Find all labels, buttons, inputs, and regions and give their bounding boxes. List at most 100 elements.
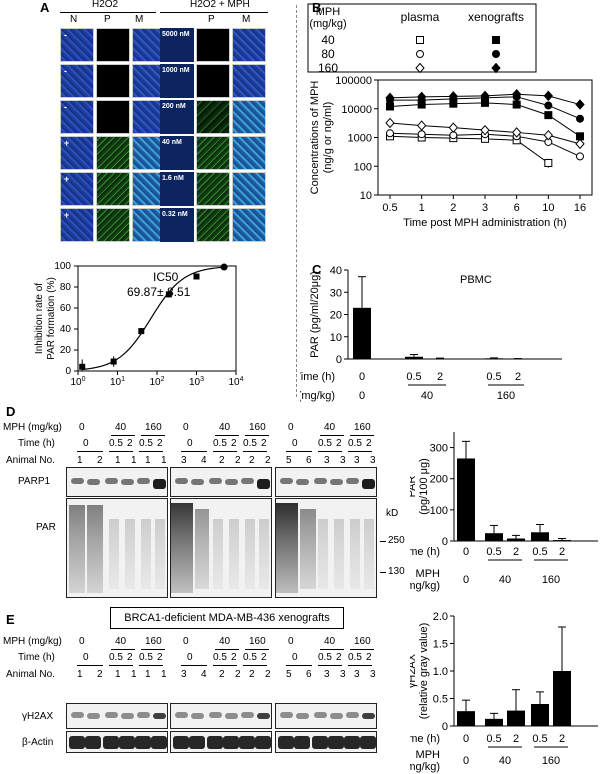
y-tick-label: 100000 bbox=[335, 75, 372, 87]
panel-c-label: C bbox=[312, 262, 322, 277]
parp1-band bbox=[296, 479, 309, 485]
data-point bbox=[416, 91, 427, 103]
y-tick-label: 200 bbox=[430, 474, 448, 486]
legend-marker bbox=[491, 62, 501, 74]
animal-number: 3 bbox=[181, 455, 187, 466]
y-axis-label: PAR(pg/100 μg) bbox=[410, 458, 430, 514]
time-label: 2 bbox=[437, 371, 443, 383]
panel-d-label: D bbox=[6, 404, 16, 419]
y-tick-label: 40 bbox=[60, 324, 72, 335]
time-value: 2 bbox=[231, 652, 237, 663]
time-value: 2 bbox=[366, 438, 372, 449]
mph-group-label: 40 bbox=[499, 755, 511, 767]
legend-marker bbox=[416, 36, 424, 44]
image-p-mph-row1 bbox=[196, 28, 230, 62]
legend-dose: 40 bbox=[321, 33, 335, 47]
mph-value: 160 bbox=[145, 636, 162, 647]
mph-value: 160 bbox=[354, 636, 371, 647]
concentration-label: 40 nM bbox=[160, 136, 194, 170]
panel-e-title: BRCA1-deficient MDA-MB-436 xenografts bbox=[110, 607, 344, 629]
par-smear bbox=[334, 519, 344, 589]
data-point bbox=[511, 127, 522, 138]
time-value: 0 bbox=[187, 652, 193, 663]
mph-value: 0 bbox=[288, 422, 294, 433]
bar bbox=[507, 710, 525, 726]
image-p-mph-row3 bbox=[196, 100, 230, 134]
data-point bbox=[385, 92, 395, 104]
y-axis-label: Inhibition rate ofPAR formation (%) bbox=[34, 277, 57, 360]
group-rule bbox=[245, 649, 269, 650]
mph-value: 40 bbox=[115, 636, 127, 647]
series-line bbox=[389, 135, 549, 164]
row-label-mph: MPH(mg/kg) bbox=[410, 568, 440, 592]
y-tick-label: 0 bbox=[336, 354, 342, 366]
panel-a-header-right: H2O2 + MPH bbox=[190, 0, 250, 10]
y-tick-label: 100 bbox=[354, 161, 372, 173]
animal-number: 1 bbox=[131, 455, 137, 466]
time-value: 0 bbox=[83, 652, 89, 663]
image-n-h2o2-row2: - bbox=[60, 64, 94, 98]
gh2ax-label: γH2AX bbox=[22, 711, 54, 722]
time-value: 2 bbox=[231, 438, 237, 449]
mph-value: 0 bbox=[79, 422, 85, 433]
mph-value: 40 bbox=[219, 422, 231, 433]
y-tick-label: 0 bbox=[442, 536, 448, 548]
parp1-band bbox=[153, 479, 166, 489]
parp1-blot bbox=[66, 467, 168, 497]
bar bbox=[485, 533, 503, 541]
group-rule bbox=[318, 451, 342, 452]
data-point bbox=[544, 101, 553, 110]
time-value: 0 bbox=[187, 438, 193, 449]
group-rule bbox=[109, 451, 133, 452]
parp1-band bbox=[257, 479, 270, 489]
gh2ax-blot bbox=[275, 703, 377, 729]
group-rule bbox=[77, 665, 103, 666]
x-tick-exponent: 4 bbox=[240, 376, 244, 383]
time-label: 0 bbox=[359, 371, 365, 383]
time-value: 0 bbox=[292, 652, 298, 663]
concentration-label: 1.6 nM bbox=[160, 172, 194, 206]
mph-value: 160 bbox=[145, 422, 162, 433]
data-point bbox=[385, 117, 395, 129]
image-m-mph-row3 bbox=[232, 100, 266, 134]
row-label-time: Time (h) bbox=[410, 733, 440, 745]
image-p-h2o2-row1 bbox=[96, 28, 130, 62]
image-p-mph-row2 bbox=[196, 64, 230, 98]
bar bbox=[531, 704, 549, 726]
group-rule bbox=[111, 435, 135, 436]
image-m-mph-row4 bbox=[232, 136, 266, 170]
y-tick-label: 30 bbox=[330, 287, 342, 299]
panel-a-header-left: H2O2 bbox=[92, 0, 119, 10]
pbmc-annotation: PBMC bbox=[460, 274, 492, 286]
actin-band bbox=[189, 736, 205, 749]
x-tick-label: 102 bbox=[149, 376, 164, 387]
gh2ax-band bbox=[121, 713, 134, 719]
group-rule bbox=[245, 435, 269, 436]
animal-number: 1 bbox=[145, 669, 151, 680]
y-axis-label: Concentrations of MPH(ng/g or ng/ml) bbox=[309, 81, 334, 195]
panel-e-label: E bbox=[6, 612, 15, 627]
x-tick-label: 100 bbox=[70, 376, 85, 387]
actin-band bbox=[255, 736, 271, 749]
group-rule bbox=[109, 665, 133, 666]
par-smear bbox=[69, 505, 85, 593]
concentration-label: 5000 nM bbox=[160, 28, 194, 62]
legend-xenografts: xenografts bbox=[468, 10, 524, 24]
row-label-mph: MPH (mg/kg) bbox=[300, 390, 335, 402]
gh2ax-band bbox=[362, 713, 375, 719]
y-tick-label: 40 bbox=[330, 265, 342, 277]
animal-number: 6 bbox=[306, 455, 312, 466]
data-point bbox=[79, 363, 86, 370]
parp1-band bbox=[362, 479, 375, 489]
animal-number: 1 bbox=[145, 455, 151, 466]
fit-curve bbox=[81, 266, 225, 371]
x-tick-label: 104 bbox=[228, 376, 243, 387]
time-value: 2 bbox=[366, 652, 372, 663]
group-rule bbox=[320, 649, 344, 650]
data-point bbox=[386, 129, 394, 138]
gh2ax-band bbox=[209, 712, 222, 718]
par-smear bbox=[229, 519, 239, 589]
y-tick-label: 100 bbox=[54, 261, 71, 272]
time-label: 2 bbox=[515, 371, 521, 383]
legend-marker bbox=[492, 50, 500, 58]
